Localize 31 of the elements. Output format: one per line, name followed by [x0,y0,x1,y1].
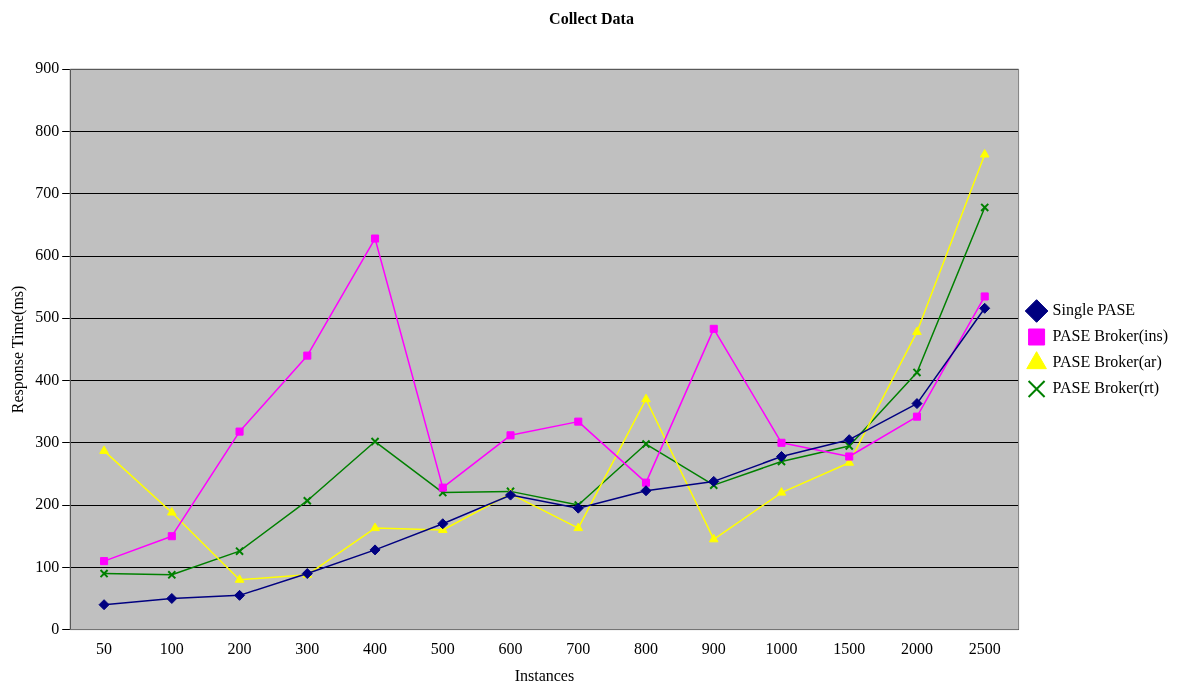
y-tick-label: 500 [35,308,60,326]
chart-title: Collect Data [549,9,634,27]
legend-label: PASE Broker(ins) [1052,327,1169,346]
y-tick-label: 600 [35,246,60,264]
y-tick-label: 700 [35,183,60,201]
x-tick-label: 900 [701,640,726,658]
x-tick-label: 1000 [765,640,798,658]
x-tick-label: 400 [363,640,388,658]
x-tick-label: 2500 [968,640,1001,658]
x-tick-label: 800 [634,640,659,658]
x-tick-label: 1500 [833,640,866,658]
x-tick-label: 50 [96,640,113,658]
y-tick-label: 300 [35,433,60,450]
y-tick-label: 400 [35,370,60,388]
y-tick-label: 200 [35,495,60,513]
y-tick-label: 800 [35,121,60,139]
legend-label: PASE Broker(rt) [1052,379,1160,398]
legend-label: Single PASE [1052,301,1136,320]
y-axis-title: Response Time(ms) [8,285,27,414]
x-axis-title: Instances [514,666,575,684]
legend-label: PASE Broker(ar) [1052,353,1162,372]
y-tick-label: 0 [51,619,60,637]
y-tick-label: 900 [35,59,60,77]
x-tick-label: 2000 [900,640,933,658]
x-tick-label: 700 [566,640,591,658]
x-tick-label: 300 [295,640,320,658]
x-tick-label: 500 [430,640,455,658]
x-tick-label: 600 [498,640,523,658]
x-tick-label: 200 [227,640,252,658]
y-tick-label: 100 [35,557,60,575]
x-tick-label: 100 [159,640,184,658]
